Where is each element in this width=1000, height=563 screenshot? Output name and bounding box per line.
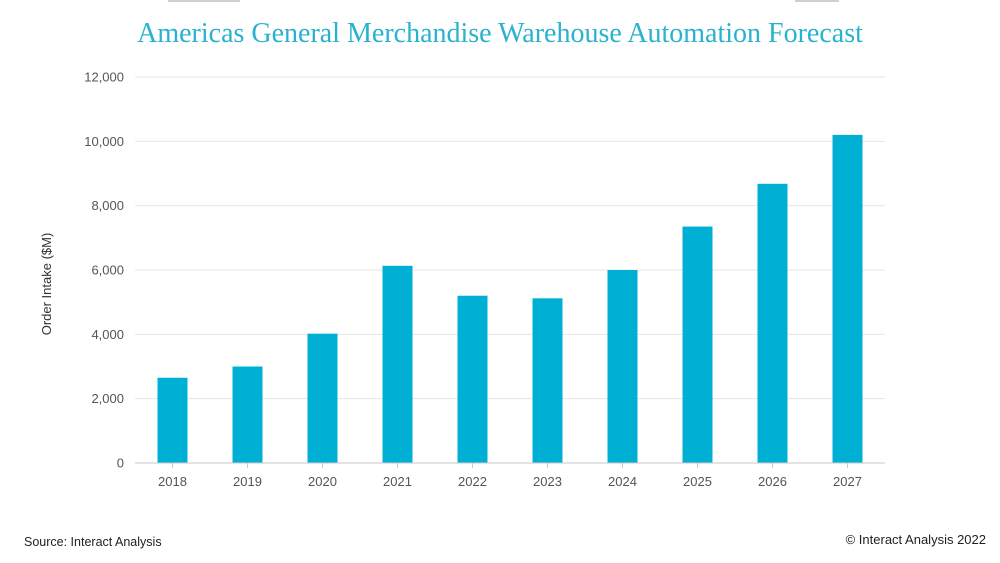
bar-2023: [532, 298, 563, 463]
y-tick-label: 12,000: [84, 70, 124, 85]
x-tick-label: 2018: [158, 474, 187, 489]
bars: [157, 134, 863, 463]
bar-2022: [457, 295, 488, 463]
y-tick-label: 4,000: [91, 327, 124, 342]
y-tick-label: 2,000: [91, 391, 124, 406]
x-tick-label: 2019: [233, 474, 262, 489]
x-tick-label: 2022: [458, 474, 487, 489]
y-axis-label: Order Intake ($M): [39, 233, 54, 336]
top-rule-right: [795, 0, 839, 2]
y-tick-label: 6,000: [91, 263, 124, 278]
bar-2019: [232, 366, 263, 463]
chart-title: Americas General Merchandise Warehouse A…: [137, 18, 863, 49]
x-tick-label: 2020: [308, 474, 337, 489]
x-tick-label: 2025: [683, 474, 712, 489]
copyright-note: © Interact Analysis 2022: [845, 532, 986, 547]
x-tick-label: 2026: [758, 474, 787, 489]
bar-2021: [382, 265, 413, 463]
y-tick-label: 0: [117, 456, 124, 471]
x-tick-label: 2023: [533, 474, 562, 489]
x-tick-label: 2027: [833, 474, 862, 489]
y-tick-label: 10,000: [84, 134, 124, 149]
y-axis-ticks: 0 2,000 4,000 6,000 8,000 10,000 12,000: [84, 70, 124, 471]
bar-2025: [682, 226, 713, 463]
y-tick-label: 8,000: [91, 198, 124, 213]
bar-2027: [832, 134, 863, 463]
source-note: Source: Interact Analysis: [24, 535, 162, 549]
x-tick-label: 2021: [383, 474, 412, 489]
x-axis-ticks: 2018 2019 2020 2021 2022 2023 2024 2025 2026 2027: [158, 463, 862, 489]
x-tick-label: 2024: [608, 474, 637, 489]
bar-2024: [607, 270, 638, 463]
top-rule-left: [168, 0, 240, 2]
bar-2018: [157, 377, 188, 463]
bar-2020: [307, 333, 338, 463]
bar-2026: [757, 183, 788, 463]
